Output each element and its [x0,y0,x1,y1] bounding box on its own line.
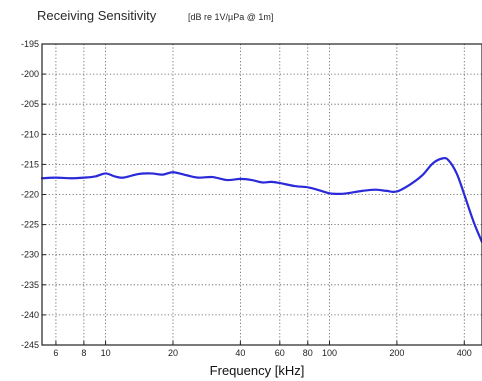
y-tick-label: -240 [21,310,39,320]
sensitivity-curve [40,156,482,244]
plot-area [42,44,482,345]
x-tick-label: 200 [389,348,404,358]
x-axis-label: Frequency [kHz] [210,363,305,378]
chart-title-unit: [dB re 1V/µPa @ 1m] [188,12,273,22]
x-tick-label: 80 [303,348,313,358]
x-tick-label: 8 [81,348,86,358]
x-tick-label: 6 [53,348,58,358]
y-tick-label: -220 [21,190,39,200]
plot-frame [41,43,482,346]
x-tick-label: 40 [235,348,245,358]
y-tick-label: -210 [21,129,39,139]
y-tick-label: -230 [21,250,39,260]
x-tick-label: 100 [322,348,337,358]
axis-ticks [42,43,465,346]
y-tick-label: -215 [21,159,39,169]
y-tick-labels: -195 -200 -205 -210 -215 -220 -225 -230 -235 -240… [21,39,39,350]
y-tick-label: -200 [21,69,39,79]
x-tick-label: 10 [101,348,111,358]
chart-title: Receiving Sensitivity [37,8,157,23]
y-tick-label: -195 [21,39,39,49]
y-tick-label: -245 [21,340,39,350]
x-tick-label: 60 [275,348,285,358]
x-tick-label: 400 [457,348,472,358]
y-tick-label: -235 [21,280,39,290]
y-tick-label: -225 [21,220,39,230]
x-tick-label: 20 [168,348,178,358]
y-tick-label: -205 [21,99,39,109]
x-tick-labels: 6 8 10 20 40 60 80 100 200 400 [53,348,471,358]
